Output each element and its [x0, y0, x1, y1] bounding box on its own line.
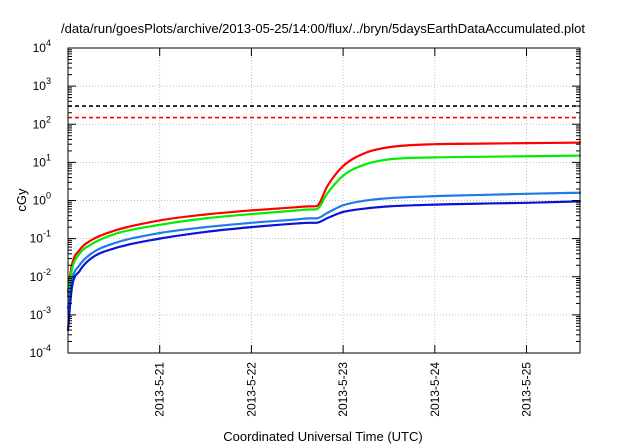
x-tick-label: 2013-5-23 — [336, 362, 350, 417]
y-tick-label: 10-1 — [30, 229, 51, 246]
axis-ticks — [68, 47, 580, 354]
x-tick-label: 2013-5-21 — [153, 362, 167, 417]
x-axis-ticks: 2013-5-21 2013-5-22 2013-5-23 2013-5-24 2013… — [153, 362, 534, 417]
y-tick-label: 102 — [33, 114, 51, 131]
y-tick-label: 10-4 — [30, 343, 51, 360]
y-tick-label: 103 — [33, 76, 51, 93]
y-tick-label: 101 — [33, 152, 51, 169]
series-lines — [66, 141, 582, 332]
y-tick-label: 104 — [33, 38, 51, 55]
y-tick-label: 10-2 — [30, 267, 51, 284]
chart-title: /data/run/goesPlots/archive/2013-05-25/1… — [61, 21, 585, 36]
y-tick-label: 100 — [33, 191, 51, 208]
series-line — [66, 191, 582, 310]
series-line — [66, 200, 582, 332]
x-tick-label: 2013-5-24 — [428, 362, 442, 417]
y-axis-ticks: 10-4 10-3 10-2 10-1 100 101 102 103 104 — [30, 38, 51, 360]
y-axis-label: cGy — [14, 188, 29, 212]
threshold-lines — [68, 105, 580, 119]
series-line — [66, 154, 582, 298]
series-line — [66, 141, 582, 294]
x-tick-label: 2013-5-22 — [244, 362, 258, 417]
y-tick-label: 10-3 — [30, 305, 51, 322]
x-axis-label: Coordinated Universal Time (UTC) — [223, 429, 422, 444]
x-tick-label: 2013-5-25 — [520, 362, 534, 417]
